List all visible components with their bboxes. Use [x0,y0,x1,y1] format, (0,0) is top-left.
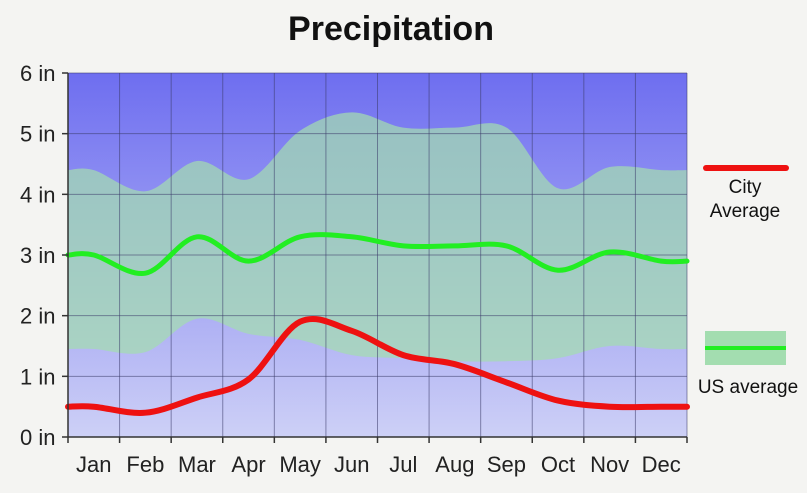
y-tick-label: 2 in [20,304,55,329]
x-tick-label: Dec [642,452,681,477]
x-tick-label: Jul [389,452,417,477]
y-tick-label: 1 in [20,364,55,389]
x-tick-label: Oct [541,452,575,477]
y-tick-label: 3 in [20,243,55,268]
x-tick-label: May [279,452,321,477]
y-tick-label: 5 in [20,122,55,147]
us-average-line [65,232,690,276]
city-average-line [65,315,690,416]
x-tick-label: Sep [487,452,526,477]
x-tick-label: Jun [334,452,369,477]
legend-label-us: US average [698,377,798,398]
x-tick-label: Jan [76,452,111,477]
y-tick-label: 6 in [20,61,55,86]
y-tick-label: 0 in [20,425,55,450]
x-tick-label: Apr [231,452,265,477]
axes-layer: 0 in 1 in 2 in 3 in 4 in 5 in 6 in Jan Feb Mar Apr… [20,61,688,477]
x-tick-label: Mar [178,452,216,477]
legend-label-city: City [729,177,762,198]
chart-title: Precipitation [288,10,494,48]
series-lines-layer [65,232,690,416]
x-tick-label: Aug [435,452,474,477]
x-tick-label: Nov [590,452,629,477]
legend-label-city: Average [710,201,780,222]
x-tick-label: Feb [126,452,164,477]
legend: City Average US average [698,165,798,398]
y-tick-label: 4 in [20,182,55,207]
